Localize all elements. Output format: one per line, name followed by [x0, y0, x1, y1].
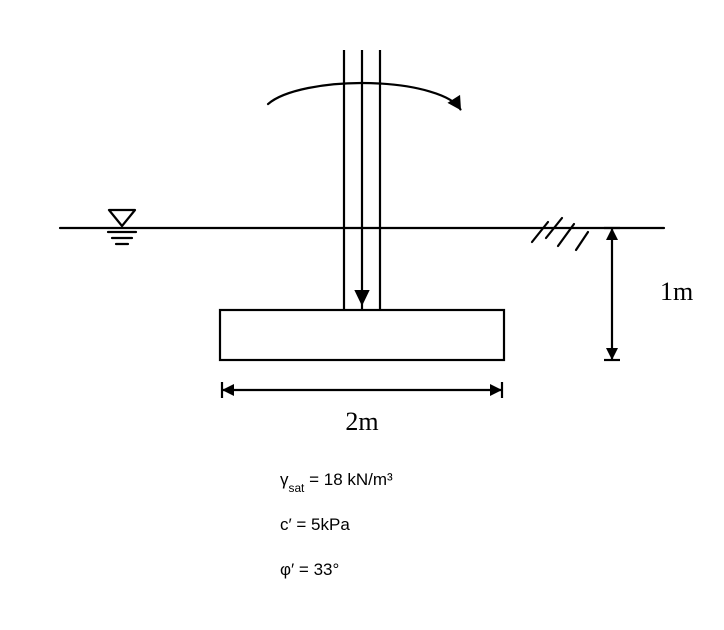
column — [344, 50, 380, 310]
moment-arrow-icon — [268, 83, 460, 109]
dimension-depth — [604, 228, 620, 360]
dimension-depth-label: 1m — [660, 277, 693, 306]
dimension-width-label: 2m — [345, 407, 378, 436]
dimension-width — [222, 382, 502, 398]
soil-param-2: φ′ = 33° — [280, 560, 339, 579]
load-arrowhead-icon — [354, 290, 369, 306]
soil-param-1: c′ = 5kPa — [280, 515, 350, 534]
soil-param-0: γsat = 18 kN/m³ — [280, 470, 393, 495]
ground-hatch-icon — [532, 218, 588, 250]
footing — [220, 310, 504, 360]
